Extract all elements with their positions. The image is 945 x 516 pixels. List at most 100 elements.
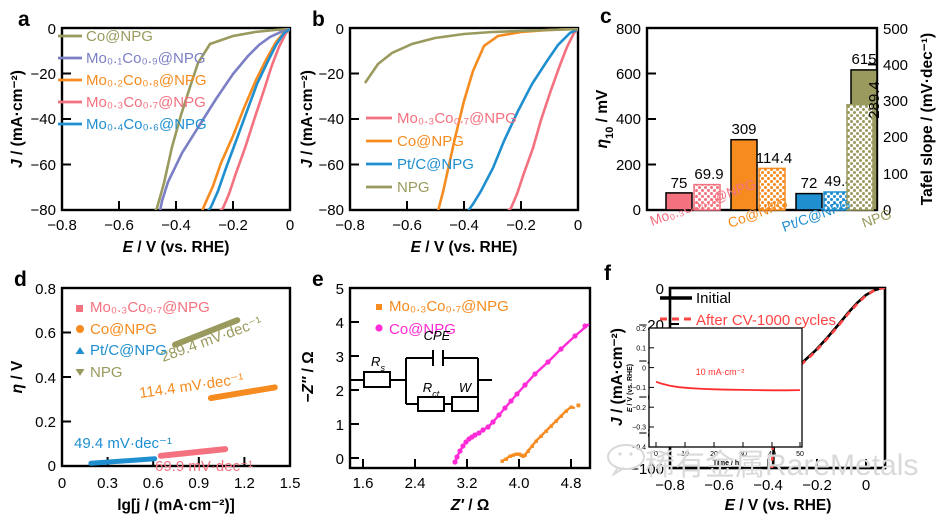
panel-c-rtick-0: 0 <box>883 202 891 219</box>
legend-label-b-2: Pt/C@NPG <box>397 156 474 173</box>
panel-e-ylabel: −Z″ / Ω <box>300 351 317 402</box>
curve-mo01co09 <box>158 28 290 210</box>
circuit-label-w: W <box>459 380 473 395</box>
panel-e-ytick-1: 1 <box>336 417 344 434</box>
panel-d-ylabel: η / V <box>9 360 26 393</box>
barlabel-eta-0: 75 <box>671 175 688 192</box>
panel-d-legend: Mo₀.₃Co₀.₇@NPG Co@NPG Pt/C@NPG NPG <box>75 299 210 381</box>
watermark-logo-icon <box>607 444 645 477</box>
bar-tafel-1 <box>758 167 786 211</box>
bar-tafel-3 <box>846 103 874 211</box>
inset-xlabel: Time / h <box>713 460 739 467</box>
circuit-label-rct: Rct <box>423 380 440 399</box>
legend-e-marker-1 <box>375 324 383 332</box>
barlabel-eta-2: 72 <box>801 175 818 192</box>
panel-d: d 0.8 0.6 0.4 0.2 0 0 <box>0 258 320 516</box>
panel-b-label: b <box>312 8 325 31</box>
panel-a-xtick-4: 0 <box>286 217 294 234</box>
panel-f-xtick-2: −0.4 <box>753 477 783 494</box>
tafel-line-mo03co07 <box>157 446 229 459</box>
panel-f-x-ticks <box>669 459 867 468</box>
panel-e-ytick-2: 2 <box>336 383 344 400</box>
barlabel-tafel-0: 69.9 <box>694 166 723 183</box>
panel-b-ytick-3: −60 <box>319 157 344 174</box>
panel-e-xlabel: Z′ / Ω <box>450 497 490 514</box>
panel-e-xtick-3: 4.0 <box>509 475 530 492</box>
barlabel-tafel-1: 114.4 <box>756 150 792 167</box>
curve-mo03co07-b <box>507 28 578 210</box>
inset-chronopotentiometry-curve <box>655 380 801 392</box>
inset-ytick-3: −0.1 <box>632 385 646 392</box>
bar-tafel-0 <box>693 183 721 211</box>
circuit-label-rs: Rs <box>371 354 385 373</box>
panel-c-left-ticks <box>647 27 656 211</box>
nyquist-line-co <box>453 323 590 463</box>
panel-a-ytick-2: −40 <box>31 111 56 128</box>
panel-b: b 0 −20 −40 −60 −80 −0.8 <box>299 0 600 258</box>
panel-b-xtick-4: 0 <box>574 217 582 234</box>
curve-co-npg <box>154 28 290 210</box>
inset-annotation: 10 mA·cm⁻² <box>696 367 745 377</box>
panel-a-label: a <box>18 8 30 31</box>
legend-label-0: Co@NPG <box>86 28 153 45</box>
panel-b-xtick-3: −0.2 <box>506 217 536 234</box>
legend-marker-triangle-down <box>75 369 85 376</box>
panel-d-xtick-1: 0.3 <box>97 475 118 492</box>
legend-d-label-2: Pt/C@NPG <box>90 342 167 359</box>
legend-f-label-1: After CV-1000 cycles <box>696 312 836 329</box>
panel-f-label: f <box>604 262 611 285</box>
panel-d-series <box>88 317 278 466</box>
panel-c-ltick-2: 400 <box>616 111 641 128</box>
bar-eta-2 <box>795 192 823 211</box>
panel-c-ltick-3: 600 <box>616 66 641 83</box>
bar-eta-1 <box>730 138 758 211</box>
panel-e-ytick-4: 4 <box>336 315 344 332</box>
inset-xtick-2: 20 <box>710 451 718 458</box>
panel-f-xtick-0: −0.8 <box>655 477 685 494</box>
panel-f-inset: 0.2 0.1 0 −0.1 −0.2 −0.3 −0.4 0 10 20 30… <box>627 326 804 467</box>
panel-b-curves <box>363 28 578 210</box>
panel-a-xlabel: E / V (vs. RHE) <box>123 239 230 256</box>
tafel-line-co <box>207 384 278 402</box>
panel-a-curves <box>154 28 290 210</box>
legend-label-3: Mo₀.₃Co₀.₇@NPG <box>86 94 206 111</box>
panel-a-xtick-0: −0.8 <box>47 217 77 234</box>
panel-d-label: d <box>14 268 27 291</box>
tafel-line-npg <box>172 317 241 348</box>
barlabel-eta-1: 309 <box>731 121 756 138</box>
barlabel-tafel-3: 289.4 <box>866 81 883 119</box>
panel-d-ytick-0: 0 <box>48 458 56 475</box>
inset-xtick-3: 30 <box>739 451 747 458</box>
panel-c-ylabel-right: Tafel slope / (mV·dec⁻¹) <box>919 33 936 205</box>
annot-npg: 289.4 mV·dec⁻¹ <box>159 313 265 365</box>
barlabel-eta-3: 615 <box>851 51 876 68</box>
panel-c-rtick-3: 300 <box>883 93 908 110</box>
inset-ytick-4: −0.2 <box>632 405 646 412</box>
panel-a-xtick-3: −0.2 <box>218 217 248 234</box>
inset-ytick-0: 0.2 <box>636 326 646 333</box>
inset-xtick-4: 40 <box>768 451 776 458</box>
panel-f-ytick-0: 0 <box>656 281 664 298</box>
panel-a-chart: 0 −20 −40 −60 −80 −0.8 −0.6 −0.4 −0.2 0 … <box>9 21 294 256</box>
panel-a-ytick-0: 0 <box>48 21 56 38</box>
legend-d-label-0: Mo₀.₃Co₀.₇@NPG <box>90 299 210 316</box>
panel-d-ytick-2: 0.4 <box>35 370 56 387</box>
panel-e-xtick-1: 2.4 <box>405 475 426 492</box>
panel-e-series <box>452 323 590 465</box>
inset-y-ticks <box>649 327 654 448</box>
panel-c-rtick-4: 400 <box>883 57 908 74</box>
nyquist-line-mo <box>501 405 576 463</box>
nyquist-points-mo <box>500 403 581 463</box>
curve-mo03co07 <box>219 28 290 210</box>
panel-d-xtick-5: 1.5 <box>280 475 301 492</box>
panel-d-xtick-0: 0 <box>58 475 66 492</box>
inset-ytick-2: 0 <box>642 365 646 372</box>
legend-e-marker-0 <box>376 304 382 310</box>
panel-e: e 5 4 3 2 1 0 <box>300 258 610 516</box>
legend-f-label-0: Initial <box>696 290 731 307</box>
panel-b-ytick-2: −40 <box>319 111 344 128</box>
panel-e-xtick-4: 4.8 <box>561 475 582 492</box>
panel-a-ytick-1: −20 <box>31 66 56 83</box>
inset-ylabel: E / V (vs. RHE) <box>627 364 634 412</box>
